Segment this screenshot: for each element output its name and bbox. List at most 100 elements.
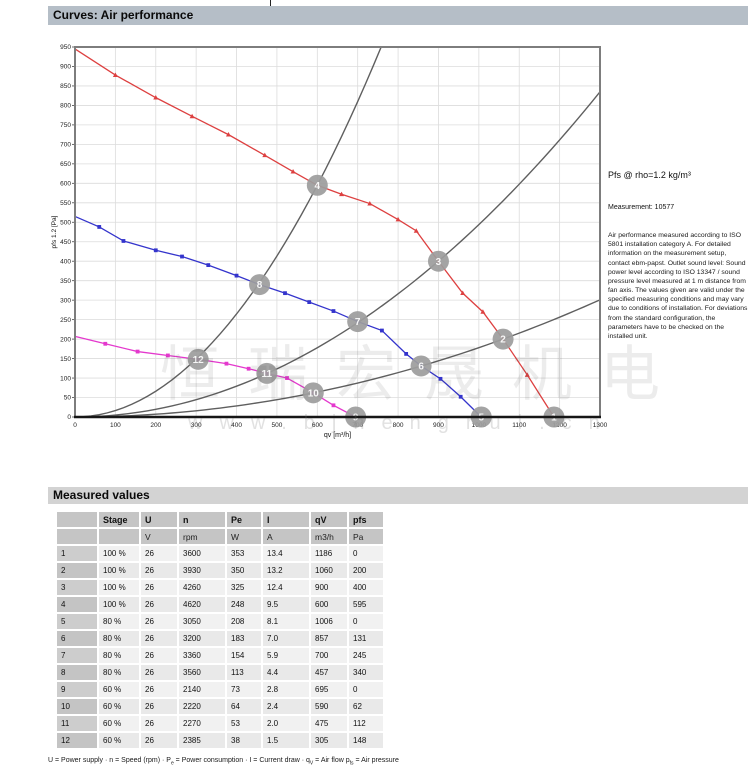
- operating-point-number: 2: [500, 335, 506, 346]
- curve-point-marker: [103, 341, 108, 346]
- table-cell: m3/h: [311, 529, 347, 544]
- table-row: 9 60 % 26 2140 73 2.8 695 0: [57, 682, 383, 697]
- table-cell: 131: [349, 631, 383, 646]
- curve-point-marker: [153, 248, 158, 253]
- operating-point-number: 11: [262, 369, 273, 380]
- table-cell: n: [179, 512, 225, 527]
- table-cell: 3930: [179, 563, 225, 578]
- table-cell: 595: [349, 597, 383, 612]
- table-cell: 26: [141, 648, 177, 663]
- table-cell: rpm: [179, 529, 225, 544]
- table-cell: 900: [311, 580, 347, 595]
- table-cell: 64: [227, 699, 261, 714]
- curve-point-marker: [246, 366, 251, 371]
- table-cell: 0: [349, 614, 383, 629]
- table-cell: A: [263, 529, 309, 544]
- table-cell: 26: [141, 733, 177, 748]
- table-cell: 26: [141, 563, 177, 578]
- air-performance-chart: 0100200300400500600700800900100011001200…: [51, 44, 608, 439]
- curve-point-marker: [404, 352, 409, 356]
- table-cell: 38: [227, 733, 261, 748]
- curve-point-marker: [367, 200, 373, 206]
- operating-point-number: 4: [315, 181, 321, 192]
- table-cell: 1186: [311, 546, 347, 561]
- curve-point-marker: [458, 394, 463, 399]
- row-number-cell: 8: [57, 665, 97, 680]
- table-cell: 1060: [311, 563, 347, 578]
- table-row: 1 100 % 26 3600 353 13.4 1186 0: [57, 546, 383, 561]
- operating-point-number: 6: [418, 362, 424, 373]
- table-cell: 857: [311, 631, 347, 646]
- table-cell: 80 %: [99, 648, 139, 663]
- x-tick-label: 500: [271, 422, 282, 429]
- table-cell: 26: [141, 580, 177, 595]
- row-number-cell: 1: [57, 546, 97, 561]
- table-cell: 100 %: [99, 580, 139, 595]
- table-cell: 60 %: [99, 716, 139, 731]
- table-cell: 80 %: [99, 631, 139, 646]
- table-cell: 200: [349, 563, 383, 578]
- y-tick-label: 50: [64, 395, 72, 402]
- x-tick-label: 600: [312, 422, 323, 429]
- y-tick-label: 250: [60, 317, 71, 324]
- table-cell: 73: [227, 682, 261, 697]
- table-cell: 2270: [179, 716, 225, 731]
- table-cell: 3600: [179, 546, 225, 561]
- y-tick-label: 800: [60, 103, 71, 110]
- curve-point-marker: [524, 372, 530, 377]
- table-cell: [99, 529, 139, 544]
- table-cell: 208: [227, 614, 261, 629]
- y-tick-label: 700: [60, 142, 71, 149]
- x-tick-label: 0: [73, 422, 77, 429]
- table-cell: 62: [349, 699, 383, 714]
- curve-point-marker: [339, 191, 345, 197]
- operating-point-badge: [302, 382, 324, 404]
- curve-point-marker: [189, 113, 195, 119]
- table-cell: 2.8: [263, 682, 309, 697]
- table-cell: 183: [227, 631, 261, 646]
- table-cell: Pa: [349, 529, 383, 544]
- table-row: 3 100 % 26 4260 325 12.4 900 400: [57, 580, 383, 595]
- table-cell: 60 %: [99, 733, 139, 748]
- y-tick-label: 450: [60, 239, 71, 246]
- table-cell: 26: [141, 699, 177, 714]
- table-cell: 100 %: [99, 597, 139, 612]
- table-cell: 340: [349, 665, 383, 680]
- table-row: 7 80 % 26 3360 154 5.9 700 245: [57, 648, 383, 663]
- operating-point-number: 8: [257, 280, 263, 291]
- row-number-cell: 5: [57, 614, 97, 629]
- performance-curve: [74, 335, 356, 418]
- table-cell: 248: [227, 597, 261, 612]
- curve-point-marker: [307, 300, 312, 305]
- row-number-cell: 9: [57, 682, 97, 697]
- table-cell: 12.4: [263, 580, 309, 595]
- table-cell: 245: [349, 648, 383, 663]
- legend-footnote: U = Power supply · n = Speed (rpm) · Pe …: [48, 757, 399, 767]
- table-cell: 112: [349, 716, 383, 731]
- table-cell: 80 %: [99, 614, 139, 629]
- table-cell: I: [263, 512, 309, 527]
- curve-point-marker: [480, 309, 486, 314]
- y-tick-label: 550: [60, 200, 71, 207]
- y-tick-label: 350: [60, 278, 71, 285]
- operating-point-badge: [347, 311, 369, 333]
- table-row: 5 80 % 26 3050 208 8.1 1006 0: [57, 614, 383, 629]
- table-cell: 26: [141, 546, 177, 561]
- table-cell: 9.5: [263, 597, 309, 612]
- y-tick-label: 150: [60, 356, 71, 363]
- row-number-cell: 2: [57, 563, 97, 578]
- y-tick-label: 300: [60, 297, 71, 304]
- table-cell: 695: [311, 682, 347, 697]
- y-tick-label: 100: [60, 375, 71, 382]
- table-cell: 1.5: [263, 733, 309, 748]
- table-cell: 154: [227, 648, 261, 663]
- table-cell: 3360: [179, 648, 225, 663]
- y-tick-label: 0: [67, 414, 71, 421]
- table-cell: 80 %: [99, 665, 139, 680]
- operating-point-badge: [187, 348, 209, 370]
- operating-point-number: 3: [436, 257, 442, 268]
- table-cell: 2140: [179, 682, 225, 697]
- row-number-cell: [57, 512, 97, 527]
